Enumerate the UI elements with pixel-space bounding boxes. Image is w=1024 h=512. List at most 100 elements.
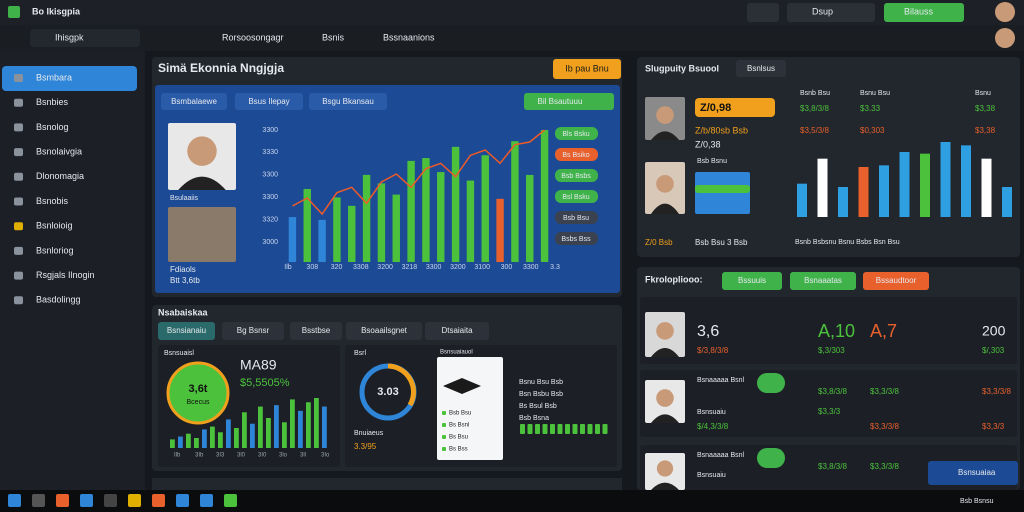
taskbar-icon[interactable] [128, 494, 141, 507]
bar [422, 158, 430, 262]
y-tick-label: 3300 [262, 194, 278, 201]
action-button[interactable] [884, 3, 964, 22]
sidebar-item[interactable]: Bsnloioig [36, 221, 73, 231]
dropdown[interactable] [524, 93, 614, 110]
tab-bar [0, 25, 1024, 51]
sidebar-item[interactable]: Bsmbara [36, 72, 72, 82]
sidebar-item[interactable]: Dlonomagia [36, 171, 84, 181]
avatar-body [651, 131, 679, 140]
status-chip[interactable] [736, 60, 786, 77]
sidebar-icon [14, 98, 23, 107]
taskbar-icon[interactable] [152, 494, 165, 507]
bar [194, 438, 199, 448]
taskbar-icon[interactable] [104, 494, 117, 507]
bar [186, 433, 191, 448]
filter-chip-label: Bsnsianaiu [167, 326, 206, 335]
row-value: $3,3/3/8 [870, 422, 899, 431]
row-badge[interactable] [757, 448, 785, 468]
tab-label[interactable]: Bssnaanions [383, 32, 435, 42]
avatar-head [187, 136, 217, 166]
sidebar-icon [14, 296, 23, 305]
donut-value: 3,6t [189, 383, 208, 395]
user-button[interactable] [787, 3, 875, 22]
profile-avatar[interactable] [995, 28, 1015, 48]
sidebar-active[interactable] [2, 66, 137, 91]
taskbar-icon[interactable] [200, 494, 213, 507]
filter-chip[interactable] [722, 272, 782, 290]
sidebar-item[interactable]: Bsnloriog [36, 245, 74, 255]
bar [333, 197, 341, 262]
bar [348, 205, 356, 262]
profile-avatar[interactable] [995, 2, 1015, 22]
tab-label[interactable]: Ihisgpk [55, 32, 84, 42]
filter-chip[interactable] [161, 93, 227, 110]
filter-chip[interactable] [425, 322, 489, 340]
legend-tag [555, 148, 598, 161]
taskbar-icon[interactable] [224, 494, 237, 507]
menu-icon[interactable] [8, 6, 20, 18]
taskbar-icon[interactable] [56, 494, 69, 507]
avatar-head [656, 322, 674, 340]
x-tick-label: 3308 [353, 264, 369, 271]
doc-bullet [442, 411, 446, 415]
gauge-value: 3.03 [377, 386, 398, 398]
profile-amount: Btt 3,6tb [170, 276, 200, 285]
bar [322, 406, 327, 448]
sidebar-item[interactable]: Bsnolog [36, 122, 69, 132]
filter-chip[interactable] [863, 272, 929, 290]
y-tick-label: 3320 [262, 216, 278, 223]
bar [306, 402, 311, 448]
x-tick-label: 3218 [402, 264, 418, 271]
stat-pct: $5,5505% [240, 377, 290, 389]
gauge-amount: 3.3/95 [354, 442, 377, 451]
content: Bo Ikisgpia Dsup Bilauss Ihisgpk Rorsoosonga… [2, 2, 1018, 507]
chart-caption: Bsnb Bsbsnu Bsnu Bsbs Bsn Bsu [795, 239, 900, 246]
progress-block [535, 424, 540, 434]
row-value: 200 [982, 323, 1006, 339]
action-chip[interactable] [553, 59, 621, 79]
filter-chip-label: Bsmbalaewe [171, 97, 217, 106]
photo [168, 207, 236, 262]
sidebar-icon [14, 123, 23, 132]
row-badge[interactable] [757, 373, 785, 393]
avatar-head [656, 106, 674, 124]
filter-chip[interactable] [790, 272, 856, 290]
filter-chip[interactable] [309, 93, 387, 110]
taskbar-icon[interactable] [176, 494, 189, 507]
filter-chip-label: Bsgu Bkansau [322, 97, 374, 106]
doc-bullet [442, 447, 446, 451]
sidebar-item[interactable]: Bsnobis [36, 196, 69, 206]
taskbar-icon[interactable] [32, 494, 45, 507]
filter-chip[interactable] [235, 93, 303, 110]
filter-chip[interactable] [346, 322, 422, 340]
sidebar-item[interactable]: Rsgjals Ilnogin [36, 270, 95, 280]
profile-name: Fdiaols [170, 265, 196, 274]
panel-title: Simä Ekonnia Nngjgja [158, 61, 284, 75]
popup[interactable] [928, 461, 1018, 485]
taskbar-icon[interactable] [8, 494, 21, 507]
y-tick-label: 3000 [262, 239, 278, 246]
bar [218, 432, 223, 448]
sidebar-item[interactable]: Basdolingg [36, 295, 81, 305]
tab-label[interactable]: Bsnis [322, 32, 345, 42]
record-button[interactable] [747, 3, 779, 22]
browser-tab[interactable] [30, 29, 140, 47]
filter-chip[interactable] [222, 322, 284, 340]
bar [961, 145, 971, 217]
filter-chip[interactable] [290, 322, 342, 340]
bar [981, 158, 992, 217]
sidebar-icon [14, 222, 23, 231]
row-value: $3,8/3/8 [818, 462, 847, 471]
popup-label: Bsnsuaiaa [958, 468, 996, 477]
sidebar-item[interactable]: Bsnbies [36, 97, 69, 107]
column-label: Bsnb Bsu [800, 90, 830, 97]
taskbar-icon[interactable] [80, 494, 93, 507]
row-sub: Bsnsuaiu [697, 409, 726, 416]
tab-label[interactable]: Rorsoosongagr [222, 32, 284, 42]
bar [298, 410, 303, 448]
legend-tag [555, 190, 598, 203]
sidebar-item[interactable]: Bsnolaivgia [36, 146, 82, 156]
filter-chip[interactable] [158, 322, 215, 340]
bar [940, 142, 951, 217]
